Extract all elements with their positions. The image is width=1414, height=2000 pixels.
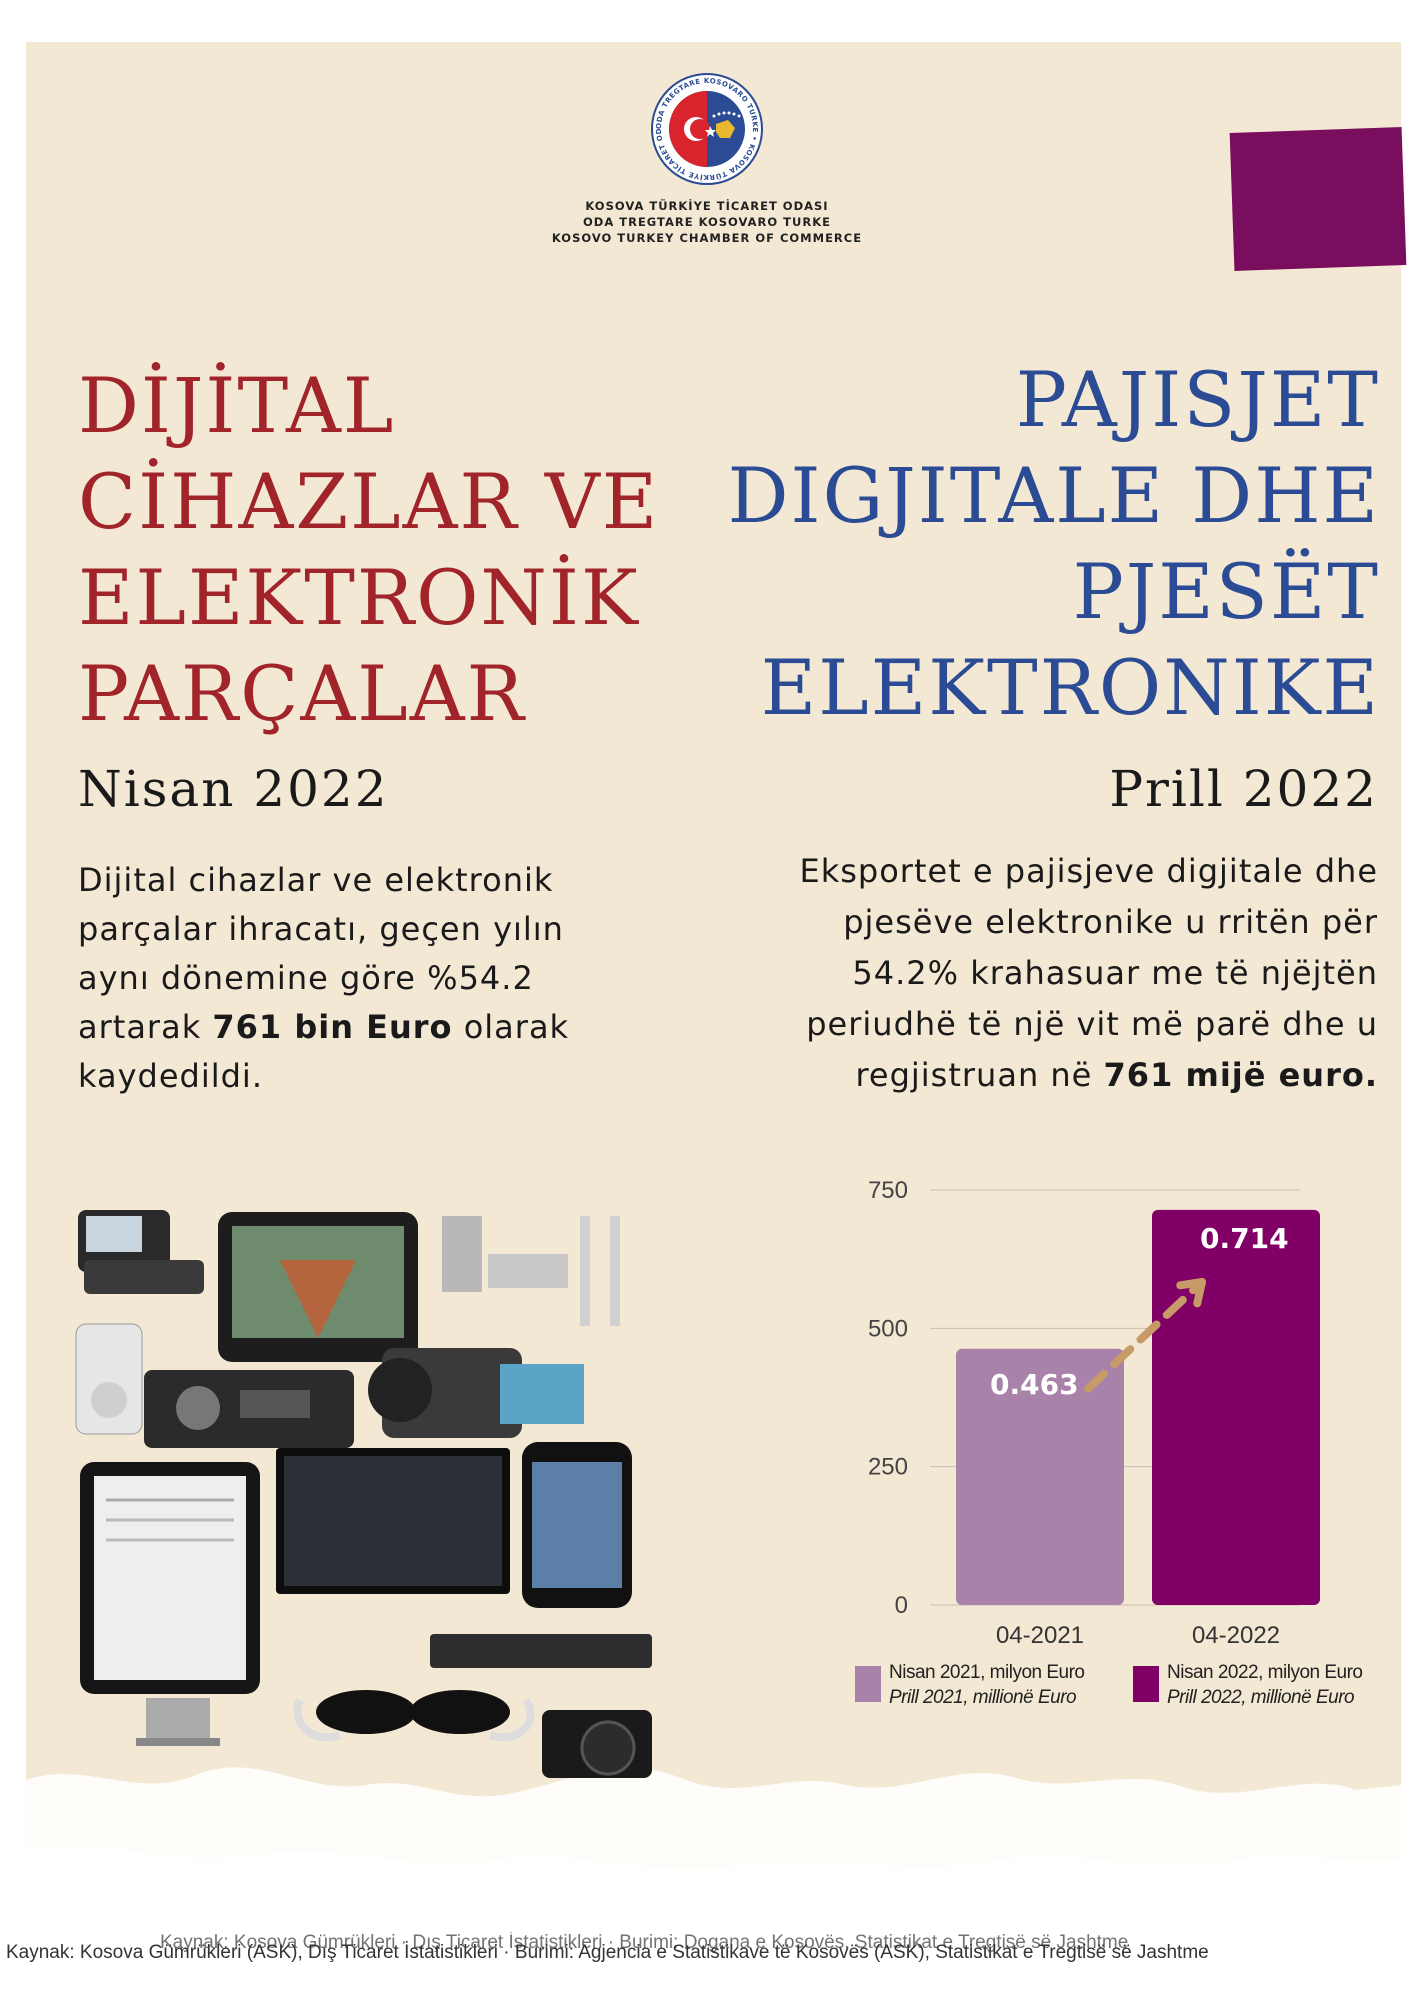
data-label: 0.463 <box>990 1368 1079 1401</box>
laptop-icon <box>136 1698 220 1746</box>
camera-icon <box>542 1710 652 1778</box>
org-name-tr: KOSOVA TÜRKİYE TİCARET ODASI <box>585 199 829 213</box>
3d-glasses-icon <box>293 1690 535 1742</box>
accent-rectangle <box>1229 127 1407 271</box>
legend-item-2022: Nisan 2022, milyon Euro Prill 2022, mill… <box>1133 1660 1363 1710</box>
description-albanian: Eksportet e pajisjeve digjitale dhe pjes… <box>758 846 1378 1101</box>
date-turkish: Nisan 2022 <box>78 760 389 818</box>
y-tick-label: 250 <box>868 1454 908 1481</box>
legend-swatch-2021 <box>855 1666 881 1702</box>
description-turkish-pre: Dijital cihazlar ve elektronik parçalar … <box>78 861 564 1046</box>
org-name-sq: ODA TREGTARE KOSOVARO TURKE <box>583 215 831 229</box>
gps-icon <box>218 1212 418 1362</box>
mp3-player-icon <box>75 1323 143 1435</box>
dvd-player-icon <box>430 1634 652 1668</box>
description-turkish-amount: 761 bin Euro <box>212 1008 453 1046</box>
legend-swatch-2022 <box>1133 1666 1159 1702</box>
legend-label-2022-tr: Nisan 2022, milyon Euro <box>1167 1662 1363 1683</box>
growth-arrow <box>1084 1277 1206 1393</box>
bar <box>956 1348 1124 1605</box>
growth-arrow-head <box>1176 1277 1206 1308</box>
date-albanian: Prill 2022 <box>1109 760 1378 818</box>
y-tick-label: 500 <box>868 1315 908 1342</box>
legend-item-2021: Nisan 2021, milyon Euro Prill 2021, mill… <box>855 1660 1085 1710</box>
devices-collage <box>75 1210 652 1778</box>
smartphone-icon <box>78 1210 204 1294</box>
chamber-logo: ODA TREGTARE KOSOVARO TURKE • KOSOVA TÜR… <box>650 72 763 185</box>
camcorder-icon <box>368 1348 584 1438</box>
bar <box>1152 1209 1320 1605</box>
y-tick-label: 0 <box>895 1592 908 1619</box>
speakers-icon <box>442 1216 620 1326</box>
title-turkish: DİJİTAL CİHAZLAR VE ELEKTRONİK PARÇALAR <box>78 361 660 738</box>
legend-label-2022-sq: Prill 2022, millionë Euro <box>1167 1687 1355 1708</box>
export-bar-chart: 0 250 500 750 0.463 0.714 04-2021 04-2022 <box>868 1177 1320 1649</box>
car-radio-icon <box>144 1370 354 1448</box>
x-tick-label: 04-2022 <box>1192 1622 1280 1649</box>
description-turkish-post: olarak kaydedildi. <box>78 1008 570 1095</box>
description-turkish: Dijital cihazlar ve elektronik parçalar … <box>78 856 638 1101</box>
y-tick-label: 750 <box>868 1177 908 1204</box>
torn-paper-edge <box>26 1767 1401 1940</box>
source-note-overlay: Kaynak: Kosova Gümrükleri · Dış Ticaret … <box>160 1932 1129 1953</box>
data-label: 0.714 <box>1200 1222 1289 1255</box>
iphone-icon <box>522 1442 632 1608</box>
org-name-en: KOSOVO TURKEY CHAMBER OF COMMERCE <box>551 231 863 245</box>
tv-icon <box>276 1448 510 1594</box>
x-tick-label: 04-2021 <box>996 1622 1084 1649</box>
title-albanian: PAJISJET DIGJITALE DHE PJESËT ELEKTRONIK… <box>727 355 1380 732</box>
legend-label-2021-tr: Nisan 2021, milyon Euro <box>889 1662 1085 1683</box>
tablet-icon <box>80 1462 260 1694</box>
source-note: Kaynak: Kosova Gümrükleri (ASK), Dış Tic… <box>6 1942 1209 1963</box>
description-albanian-pre: Eksportet e pajisjeve digjitale dhe pjes… <box>799 852 1378 1094</box>
legend-label-2021-sq: Prill 2021, millionë Euro <box>889 1687 1077 1708</box>
description-albanian-amount: 761 mijë euro. <box>1103 1056 1378 1094</box>
